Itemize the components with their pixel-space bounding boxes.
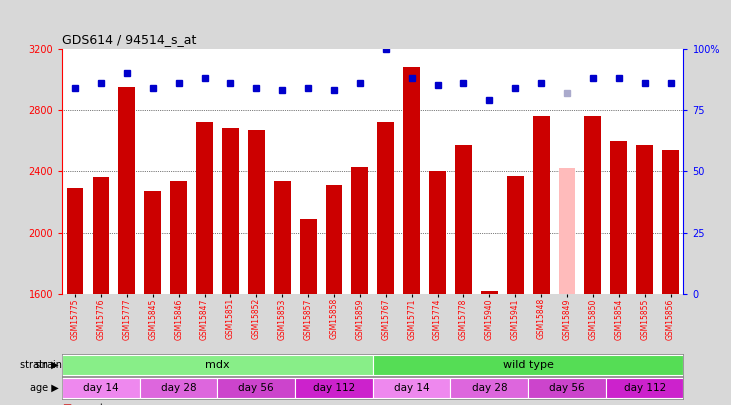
Bar <box>352 167 368 294</box>
Bar <box>450 378 528 398</box>
Bar <box>67 188 83 294</box>
Bar <box>144 191 161 294</box>
Text: count: count <box>78 403 104 405</box>
Bar <box>404 67 420 294</box>
Bar <box>62 355 373 375</box>
Text: age ▶: age ▶ <box>30 383 58 393</box>
Text: GDS614 / 94514_s_at: GDS614 / 94514_s_at <box>62 33 197 46</box>
Bar <box>274 181 291 294</box>
Bar <box>170 181 187 294</box>
Bar <box>507 176 523 294</box>
Bar <box>325 185 342 294</box>
Text: ■: ■ <box>62 403 72 405</box>
Bar <box>533 116 550 294</box>
Text: day 56: day 56 <box>549 383 585 393</box>
Bar <box>248 130 265 294</box>
Bar <box>196 122 213 294</box>
Bar <box>455 145 471 294</box>
Text: strain ▶: strain ▶ <box>20 360 58 370</box>
Bar <box>558 168 575 294</box>
Text: day 28: day 28 <box>471 383 507 393</box>
Text: day 28: day 28 <box>161 383 197 393</box>
Text: day 14: day 14 <box>394 383 429 393</box>
Bar <box>662 150 679 294</box>
Bar <box>295 378 373 398</box>
Text: day 14: day 14 <box>83 383 118 393</box>
Text: day 56: day 56 <box>238 383 274 393</box>
Bar <box>606 378 683 398</box>
Bar <box>222 128 239 294</box>
Text: wild type: wild type <box>503 360 553 370</box>
Text: strain: strain <box>34 360 62 370</box>
Bar <box>585 116 602 294</box>
Bar <box>140 378 218 398</box>
Bar <box>118 87 135 294</box>
Text: day 112: day 112 <box>624 383 666 393</box>
Bar <box>429 171 446 294</box>
Bar <box>610 141 627 294</box>
Bar <box>377 122 394 294</box>
Bar <box>481 291 498 294</box>
Bar <box>373 378 450 398</box>
Text: day 112: day 112 <box>313 383 355 393</box>
Bar <box>62 378 140 398</box>
Bar <box>218 378 295 398</box>
Bar <box>300 219 317 294</box>
Bar <box>93 177 110 294</box>
Bar <box>636 145 653 294</box>
Bar <box>373 355 683 375</box>
Text: mdx: mdx <box>205 360 230 370</box>
Bar <box>528 378 606 398</box>
